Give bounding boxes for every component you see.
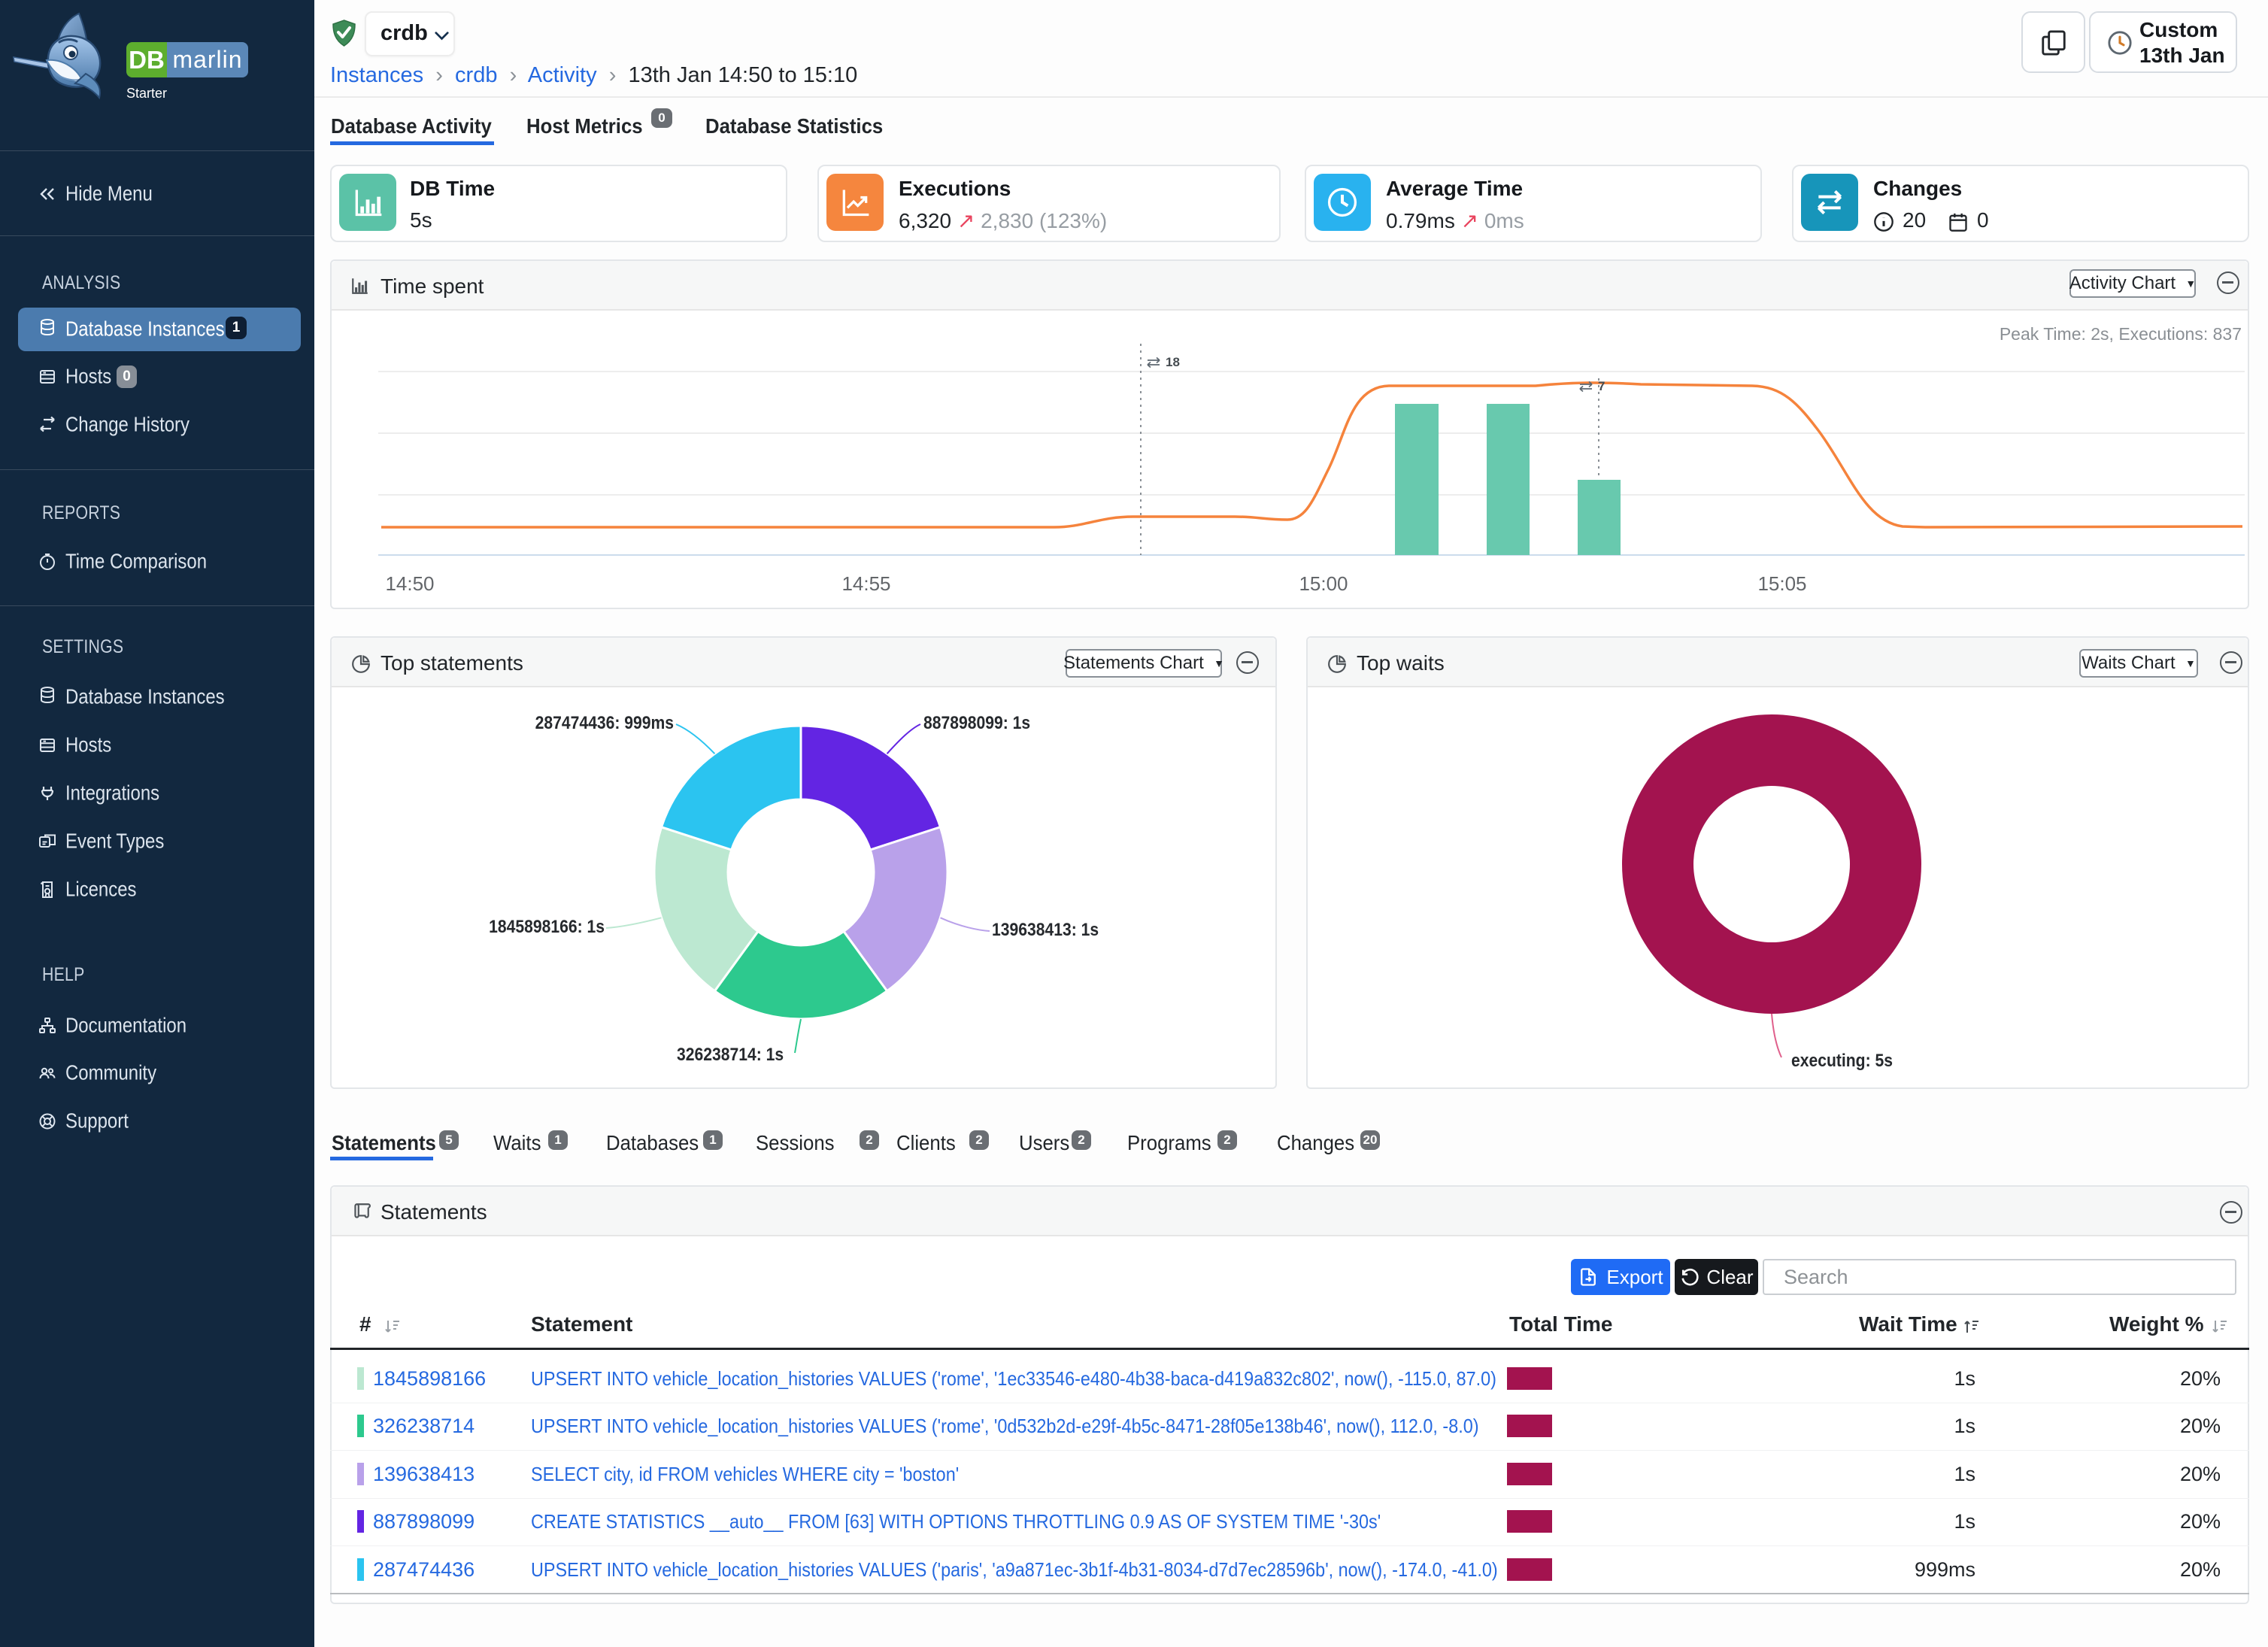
- svg-text:15:05: 15:05: [1757, 572, 1806, 595]
- svg-text:15:00: 15:00: [1299, 572, 1348, 595]
- svg-text:14:50: 14:50: [385, 572, 434, 595]
- svg-text:Peak Time: 2s, Executions: 837: Peak Time: 2s, Executions: 837: [2000, 324, 2242, 344]
- svg-text:14:55: 14:55: [841, 572, 890, 595]
- svg-text:7: 7: [1598, 379, 1605, 393]
- svg-text:18: 18: [1166, 355, 1180, 369]
